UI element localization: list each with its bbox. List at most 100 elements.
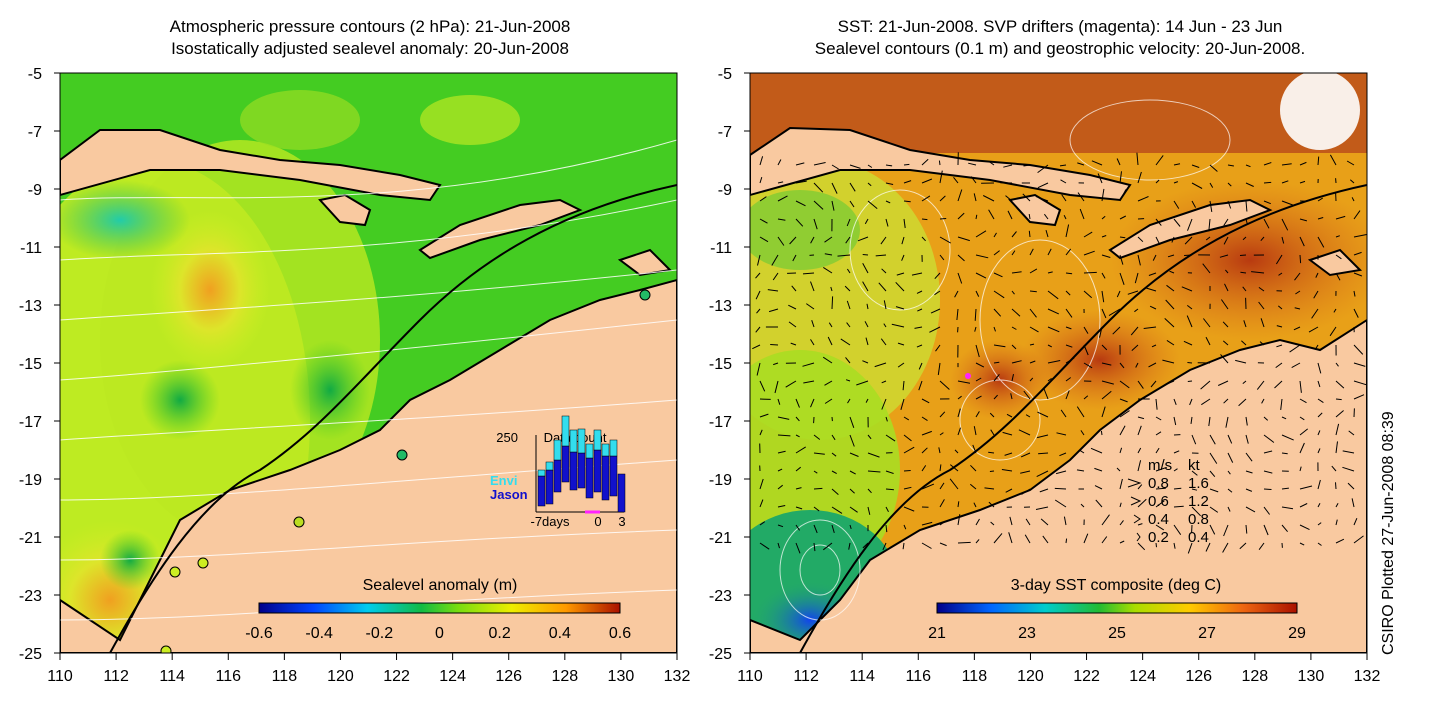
velocity-arrow <box>831 200 835 211</box>
velocity-arrow <box>757 254 761 266</box>
velocity-arrow <box>937 362 941 376</box>
velocity-arrow <box>1263 162 1272 166</box>
inset-jason-bar <box>577 452 586 489</box>
velocity-arrow <box>1243 320 1247 328</box>
velocity-arrow <box>1209 488 1219 493</box>
velocity-arrow <box>1054 499 1067 508</box>
velocity-arrow <box>1348 430 1355 436</box>
velocity-arrow <box>1080 503 1085 508</box>
velocity-arrow <box>824 236 833 243</box>
velocity-arrow <box>1001 469 1013 472</box>
velocity-arrow <box>911 272 923 276</box>
velocity-arrow <box>1020 452 1031 458</box>
velocity-arrow <box>849 200 855 208</box>
velocity-arrow <box>975 230 987 238</box>
velocity-arrow <box>1134 272 1139 284</box>
velocity-arrow <box>1127 290 1139 295</box>
velocity-arrow <box>1225 416 1229 428</box>
colorbar-tick-label: -0.6 <box>245 625 273 642</box>
velocity-arrow <box>1349 179 1355 184</box>
velocity-arrow <box>1169 270 1175 274</box>
velocity-arrow <box>849 506 858 513</box>
velocity-arrow <box>1209 506 1219 513</box>
velocity-arrow <box>849 416 855 428</box>
velocity-arrow <box>939 380 950 390</box>
velocity-arrow <box>1006 413 1013 418</box>
tide-gauge-marker <box>639 289 651 301</box>
velocity-arrow <box>1101 406 1106 418</box>
velocity-arrow <box>1152 254 1157 261</box>
velocity-arrow <box>1137 484 1143 490</box>
velocity-arrow <box>1224 283 1229 292</box>
velocity-arrow <box>1011 250 1016 256</box>
velocity-arrow <box>813 434 821 440</box>
velocity-arrow <box>957 541 971 544</box>
velocity-arrow <box>885 488 894 491</box>
velocity-arrow <box>939 521 945 526</box>
velocity-arrow <box>993 373 1000 382</box>
velocity-arrow <box>1045 229 1049 238</box>
velocity-arrow <box>1119 362 1125 369</box>
velocity-arrow <box>939 482 945 490</box>
velocity-arrow <box>1299 428 1309 436</box>
velocity-arrow <box>938 160 941 166</box>
velocity-arrow <box>989 470 995 472</box>
velocity-arrow <box>1317 236 1325 248</box>
velocity-arrow <box>1165 380 1175 386</box>
velocity-arrow <box>767 289 779 292</box>
left-shelf-contour <box>109 184 677 653</box>
velocity-arrow <box>1263 181 1272 184</box>
velocity-arrow <box>1245 164 1251 168</box>
velocity-arrow <box>1167 254 1175 258</box>
velocity-arrow <box>1037 164 1049 174</box>
colorbar-tick-label: -0.4 <box>305 625 333 642</box>
colorbar-tick-label: 27 <box>1198 625 1216 642</box>
velocity-arrow <box>1065 538 1068 544</box>
velocity-arrow <box>831 164 839 170</box>
colorbar-tick-label: 0.6 <box>609 625 631 642</box>
velocity-arrow <box>831 470 837 475</box>
velocity-arrow <box>918 380 923 391</box>
velocity-arrow <box>813 487 823 490</box>
velocity-arrow <box>1090 447 1103 454</box>
velocity-arrow <box>1242 236 1247 241</box>
velocity-arrow <box>865 398 869 403</box>
velocity-arrow <box>845 357 851 364</box>
velocity-arrow <box>1209 434 1216 445</box>
velocity-arrow <box>1080 430 1085 436</box>
velocity-arrow <box>846 218 851 227</box>
velocity-arrow <box>1021 488 1031 495</box>
y-tick-label: -17 <box>709 414 732 431</box>
speed-legend-header-kt: kt <box>1188 457 1201 474</box>
velocity-arrow <box>1028 230 1031 238</box>
velocity-arrow <box>1065 290 1071 296</box>
speed-legend-kt: 0.8 <box>1188 511 1209 528</box>
velocity-arrow <box>777 542 780 549</box>
x-tick-label: 112 <box>793 668 819 685</box>
velocity-arrow <box>777 181 784 184</box>
velocity-arrow <box>939 195 946 202</box>
velocity-arrow <box>1009 516 1013 526</box>
velocity-arrow <box>1065 272 1073 275</box>
velocity-arrow <box>813 218 818 230</box>
velocity-arrow <box>968 162 977 166</box>
velocity-arrow <box>1047 377 1052 382</box>
velocity-arrow <box>1353 251 1362 256</box>
velocity-arrow <box>759 429 763 436</box>
velocity-arrow <box>1245 416 1248 426</box>
tide-gauge-marker <box>197 557 209 569</box>
velocity-arrow <box>1223 398 1229 404</box>
velocity-arrow <box>1242 286 1247 292</box>
velocity-arrow <box>954 290 959 298</box>
velocity-arrow <box>1239 254 1247 256</box>
velocity-arrow <box>989 412 995 418</box>
velocity-arrow <box>1281 236 1285 244</box>
velocity-arrow <box>1119 425 1126 436</box>
credit-text: CSIRO Plotted 27-Jun-2008 08:39 <box>1380 411 1397 655</box>
velocity-arrow <box>885 164 893 167</box>
y-tick-label: -13 <box>19 298 42 315</box>
velocity-arrow <box>1137 425 1142 436</box>
inset-envi-bar <box>585 443 594 459</box>
velocity-arrow <box>1186 305 1193 310</box>
velocity-arrow <box>939 432 944 436</box>
